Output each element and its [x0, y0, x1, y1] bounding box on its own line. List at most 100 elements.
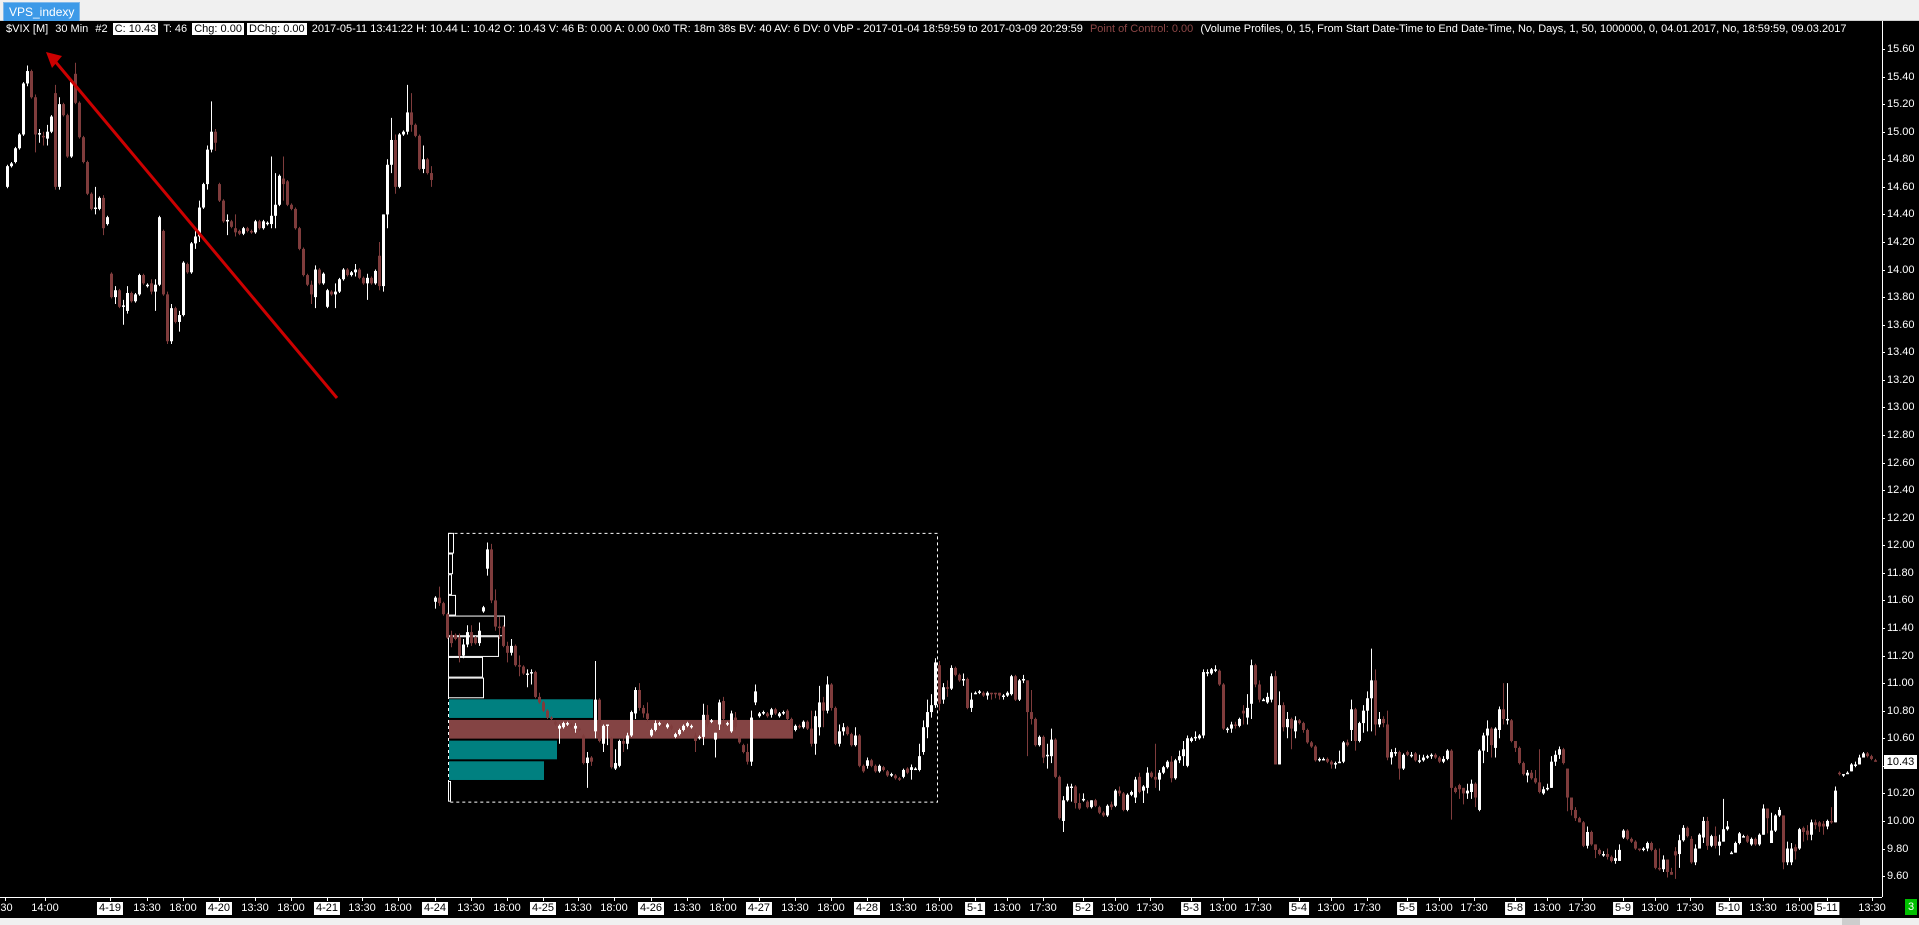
price-tick — [1882, 352, 1885, 354]
candle-up — [1702, 820, 1705, 838]
candle-down — [166, 294, 169, 342]
candle-down — [1086, 801, 1089, 808]
price-tick-label: 13.60 — [1887, 318, 1915, 331]
time-tick — [1299, 898, 1300, 901]
candle-down — [490, 549, 493, 601]
candle-up — [354, 269, 357, 273]
horizontal-scrollbar[interactable] — [0, 918, 1919, 925]
candle-up — [586, 757, 589, 764]
candle-down — [906, 768, 909, 773]
candle-up — [970, 699, 973, 708]
time-tick — [543, 898, 544, 901]
candle-down — [310, 284, 313, 295]
candle-down — [670, 725, 673, 729]
candle-up — [194, 236, 197, 244]
candle-up — [814, 716, 817, 744]
candle-up — [158, 217, 161, 285]
candle-down — [1746, 836, 1749, 842]
candle-down — [738, 738, 741, 743]
candle-down — [30, 71, 33, 98]
time-tick — [1367, 898, 1368, 901]
candle-up — [134, 294, 137, 302]
profile-row — [448, 636, 499, 657]
last-price-tag: 10.43 — [1884, 754, 1917, 769]
candle-up — [730, 713, 733, 732]
candle-down — [446, 614, 449, 638]
candle-up — [1422, 757, 1425, 761]
candle-down — [506, 645, 509, 653]
candle-down — [42, 135, 45, 138]
candle-up — [190, 243, 193, 273]
candle-up — [434, 597, 437, 602]
time-tick-label: 13:00 — [1533, 902, 1561, 914]
candle-down — [474, 637, 477, 644]
candle-down — [534, 672, 537, 697]
candle-up — [1366, 698, 1369, 711]
candle-down — [1330, 761, 1333, 765]
candle-down — [822, 702, 825, 711]
price-tick — [1882, 600, 1885, 602]
candle-down — [1274, 676, 1277, 765]
candle-up — [1130, 792, 1133, 795]
candle-down — [938, 665, 941, 704]
candle-up — [1146, 772, 1149, 788]
price-axis-line — [1882, 21, 1883, 897]
candle-up — [1842, 774, 1845, 776]
candle-down — [1078, 803, 1081, 809]
time-tick — [687, 898, 688, 901]
time-tick-label: 18:00 — [925, 902, 953, 914]
candle-up — [1038, 736, 1041, 746]
price-tick — [1882, 49, 1885, 50]
candle-up — [650, 729, 653, 736]
candle-up — [1778, 809, 1781, 816]
candle-up — [918, 756, 921, 770]
candle-up — [978, 691, 981, 693]
price-tick — [1882, 738, 1885, 740]
candle-down — [250, 230, 253, 233]
candle-down — [1386, 724, 1389, 758]
time-tick — [327, 898, 328, 901]
time-tick — [939, 898, 940, 901]
candle-down — [1458, 785, 1461, 790]
candle-down — [118, 290, 121, 307]
time-tick-label: 18:00 — [277, 902, 305, 914]
candle-up — [922, 727, 925, 753]
candle-up — [1586, 831, 1589, 846]
time-tick-label: 13:00 — [1641, 902, 1669, 914]
candle-up — [930, 705, 933, 713]
time-tick-label: 13:30 — [457, 902, 485, 914]
candle-up — [1210, 669, 1213, 674]
price-tick — [1882, 241, 1885, 243]
candle-down — [1594, 844, 1597, 850]
candle-up — [510, 645, 513, 653]
status-badge[interactable]: 3 — [1905, 899, 1917, 915]
scrollbar-thumb[interactable] — [1842, 918, 1860, 925]
candle-up — [178, 315, 181, 322]
candle-down — [294, 208, 297, 229]
candlestick-series — [6, 62, 1877, 879]
time-tick — [1690, 898, 1691, 901]
candle-up — [934, 662, 937, 706]
candle-up — [574, 725, 577, 729]
price-tick — [1882, 407, 1885, 409]
candle-down — [1590, 831, 1593, 845]
time-axis[interactable]: :30 14:00 4-19 13:30 18:00 4-20 13:30 18:00 4-21… — [0, 897, 1886, 919]
candle-down — [850, 734, 853, 746]
candle-down — [1606, 854, 1609, 857]
chart-area[interactable] — [0, 21, 1919, 897]
candle-up — [466, 632, 469, 645]
candle-up — [562, 723, 565, 728]
candle-down — [214, 131, 217, 143]
tab-vps-indexy[interactable]: VPS_indexy — [3, 2, 81, 21]
candle-down — [1814, 822, 1817, 826]
candle-down — [34, 97, 37, 135]
candle-down — [1874, 760, 1877, 762]
candle-down — [786, 710, 789, 719]
candle-up — [1494, 728, 1497, 748]
candle-down — [1830, 820, 1833, 823]
candle-up — [838, 731, 841, 744]
candle-up — [1158, 772, 1161, 780]
symbol-label[interactable]: $VIX [M] — [6, 23, 49, 35]
candle-up — [1162, 767, 1165, 773]
